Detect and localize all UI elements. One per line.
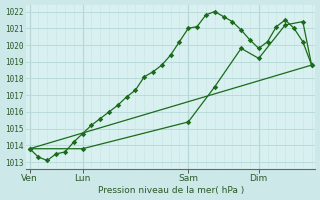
X-axis label: Pression niveau de la mer( hPa ): Pression niveau de la mer( hPa ) [98,186,244,195]
